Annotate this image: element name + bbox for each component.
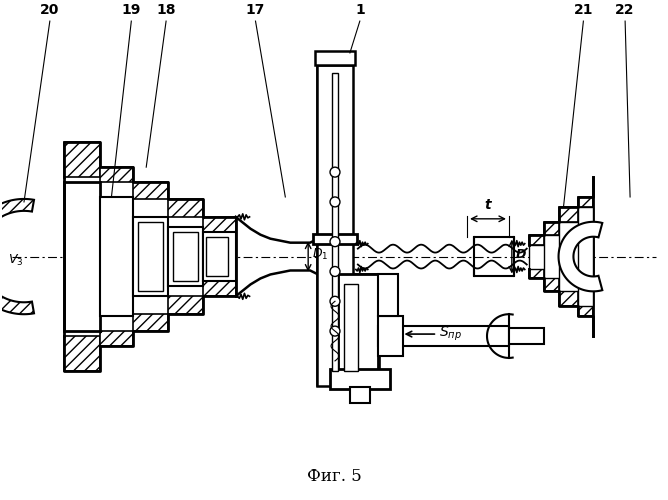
- Bar: [63, 336, 100, 371]
- Bar: [558, 292, 578, 306]
- Bar: [173, 232, 198, 281]
- Bar: [377, 316, 403, 356]
- Bar: [332, 73, 338, 371]
- Bar: [313, 234, 357, 243]
- Text: Фиг. 5: Фиг. 5: [307, 468, 361, 485]
- Text: 1: 1: [355, 3, 365, 17]
- Bar: [203, 282, 236, 296]
- Bar: [578, 197, 593, 207]
- Text: 22: 22: [615, 3, 635, 17]
- Bar: [377, 326, 509, 346]
- Bar: [529, 268, 544, 278]
- Polygon shape: [0, 199, 34, 314]
- Bar: [558, 207, 578, 222]
- Bar: [344, 284, 358, 371]
- Bar: [100, 197, 134, 316]
- Bar: [338, 274, 358, 371]
- Bar: [63, 182, 100, 331]
- Text: 20: 20: [40, 3, 59, 17]
- Bar: [100, 262, 134, 316]
- Bar: [352, 388, 368, 400]
- Bar: [360, 274, 379, 371]
- Bar: [134, 217, 168, 296]
- Bar: [578, 207, 593, 306]
- Text: t: t: [485, 198, 492, 212]
- Bar: [63, 182, 100, 331]
- Bar: [203, 217, 236, 232]
- Text: 17: 17: [246, 3, 265, 17]
- Bar: [377, 274, 397, 316]
- Bar: [206, 236, 228, 277]
- Bar: [315, 51, 355, 65]
- Bar: [350, 386, 370, 402]
- Text: $S_{пр}$: $S_{пр}$: [440, 325, 462, 343]
- Circle shape: [330, 296, 340, 306]
- Bar: [332, 371, 387, 386]
- Bar: [544, 222, 558, 234]
- Bar: [100, 331, 134, 346]
- Bar: [558, 222, 593, 292]
- Circle shape: [330, 266, 340, 276]
- Bar: [319, 53, 351, 63]
- Bar: [578, 306, 593, 316]
- Bar: [100, 167, 134, 182]
- Circle shape: [330, 326, 340, 336]
- Text: 19: 19: [122, 3, 141, 17]
- Text: 18: 18: [156, 3, 176, 17]
- Bar: [529, 234, 544, 244]
- Bar: [330, 369, 389, 388]
- Bar: [63, 142, 100, 177]
- Circle shape: [330, 197, 340, 207]
- Polygon shape: [558, 222, 603, 292]
- Bar: [168, 199, 203, 217]
- Bar: [379, 276, 395, 314]
- Bar: [544, 278, 558, 291]
- Text: D: D: [516, 248, 526, 261]
- Bar: [315, 236, 355, 242]
- Bar: [168, 227, 203, 286]
- Bar: [317, 65, 332, 386]
- Bar: [544, 234, 593, 279]
- Circle shape: [330, 167, 340, 177]
- Bar: [379, 318, 401, 354]
- Bar: [203, 232, 236, 281]
- Bar: [134, 182, 168, 199]
- Circle shape: [330, 236, 340, 246]
- Bar: [317, 65, 353, 386]
- Bar: [509, 328, 544, 344]
- Bar: [134, 314, 168, 331]
- Bar: [338, 274, 377, 371]
- Bar: [100, 197, 134, 252]
- Bar: [138, 222, 163, 292]
- Bar: [377, 326, 509, 346]
- Bar: [168, 296, 203, 314]
- Text: $D_1$: $D_1$: [312, 247, 329, 262]
- Text: 21: 21: [574, 3, 593, 17]
- Bar: [338, 65, 353, 386]
- Text: $V_3$: $V_3$: [8, 253, 23, 268]
- Bar: [529, 244, 593, 268]
